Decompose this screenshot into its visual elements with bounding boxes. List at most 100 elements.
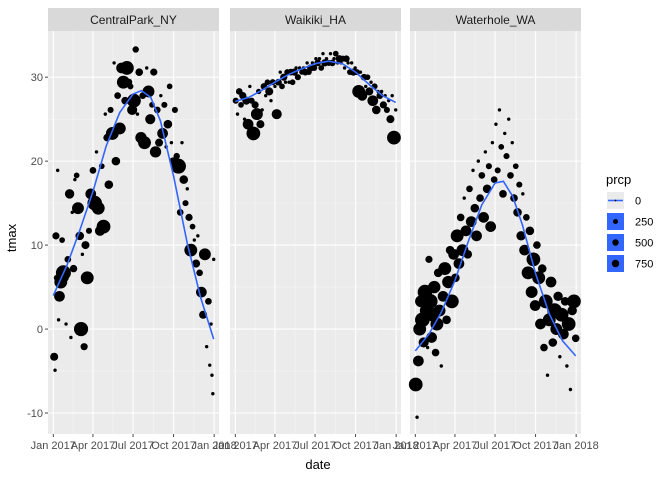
data-point [185,213,193,221]
data-point [346,61,350,65]
data-point [91,201,105,215]
facet-strip-label: Waikiki_HA [285,13,346,27]
data-point [59,237,65,243]
data-point [314,57,318,61]
data-point [204,344,209,349]
data-point [55,168,60,173]
smooth-line [414,180,577,357]
data-point [116,75,130,89]
data-point [553,291,563,302]
data-point [235,112,240,116]
data-point [113,122,126,135]
data-point [294,74,301,81]
data-point [510,140,514,145]
data-point [150,68,158,76]
y-tick-label: 30 [31,72,43,84]
data-point [526,252,541,267]
data-point [192,259,201,268]
data-point [521,192,525,196]
y-axis-title: tmax [4,223,19,252]
x-tick-label: Jul 2017 [474,440,516,452]
data-point [545,276,557,288]
data-point [80,252,85,257]
data-point [311,64,318,71]
data-point [198,248,211,261]
data-point [264,79,271,86]
data-point [439,364,443,368]
data-point [525,286,538,299]
data-point [161,101,168,108]
facet-strip [410,8,581,31]
data-point [85,227,93,234]
data-point [305,61,309,65]
data-point [503,153,510,160]
data-point [466,185,473,193]
data-point [251,101,259,109]
x-tick-label: Jul 2017 [294,440,336,452]
y-tick-label: -10 [27,408,43,420]
data-point [499,190,507,198]
data-point [107,106,114,113]
x-tick-label: Oct 2017 [151,440,196,452]
data-point [171,106,178,113]
data-point [383,106,390,113]
data-point [265,87,274,96]
data-point [379,101,387,109]
data-point [96,219,111,234]
data-point [343,55,350,63]
data-point [169,140,174,145]
data-point [170,158,186,174]
data-point [529,300,541,311]
data-point [379,89,384,94]
x-tick-label: Jan 2017 [393,440,438,452]
data-point [294,66,298,70]
data-point [73,321,89,337]
data-point [155,138,164,147]
data-point [271,109,282,120]
data-point [324,57,329,61]
data-point [503,131,507,136]
data-point [114,92,121,99]
data-point [426,332,437,343]
data-point [328,51,333,56]
data-point [425,345,430,350]
data-point [369,80,373,84]
facet-strip [230,8,401,31]
data-point [516,181,523,188]
y-tick-label: 0 [37,324,43,336]
data-point [349,61,354,65]
data-point [482,184,492,194]
data-point [50,352,59,361]
data-point [166,83,173,90]
data-point [135,68,144,76]
x-tick-label: Jul 2017 [112,440,154,452]
data-point [367,95,379,107]
data-point [516,231,526,241]
data-point [159,93,163,98]
legend-key-point [611,259,620,268]
x-tick-label: Apr 2017 [253,440,298,452]
legend-key: 0 [607,192,641,209]
data-point [478,212,489,223]
data-point [80,271,94,285]
data-point [413,355,424,367]
facet-strip-label: Waterhole_WA [456,13,536,27]
data-point [54,290,65,302]
data-point [163,119,173,129]
data-point [332,57,336,61]
legend-key-point [614,199,617,202]
data-point [476,159,481,163]
data-point [519,244,530,256]
data-point [448,248,459,260]
data-point [438,262,452,276]
data-point [103,112,107,116]
data-point [545,373,550,377]
data-point [104,180,114,189]
data-point [278,70,282,74]
data-point [485,221,497,232]
data-point [80,343,88,351]
x-tick-label: Jan 2018 [192,440,237,452]
